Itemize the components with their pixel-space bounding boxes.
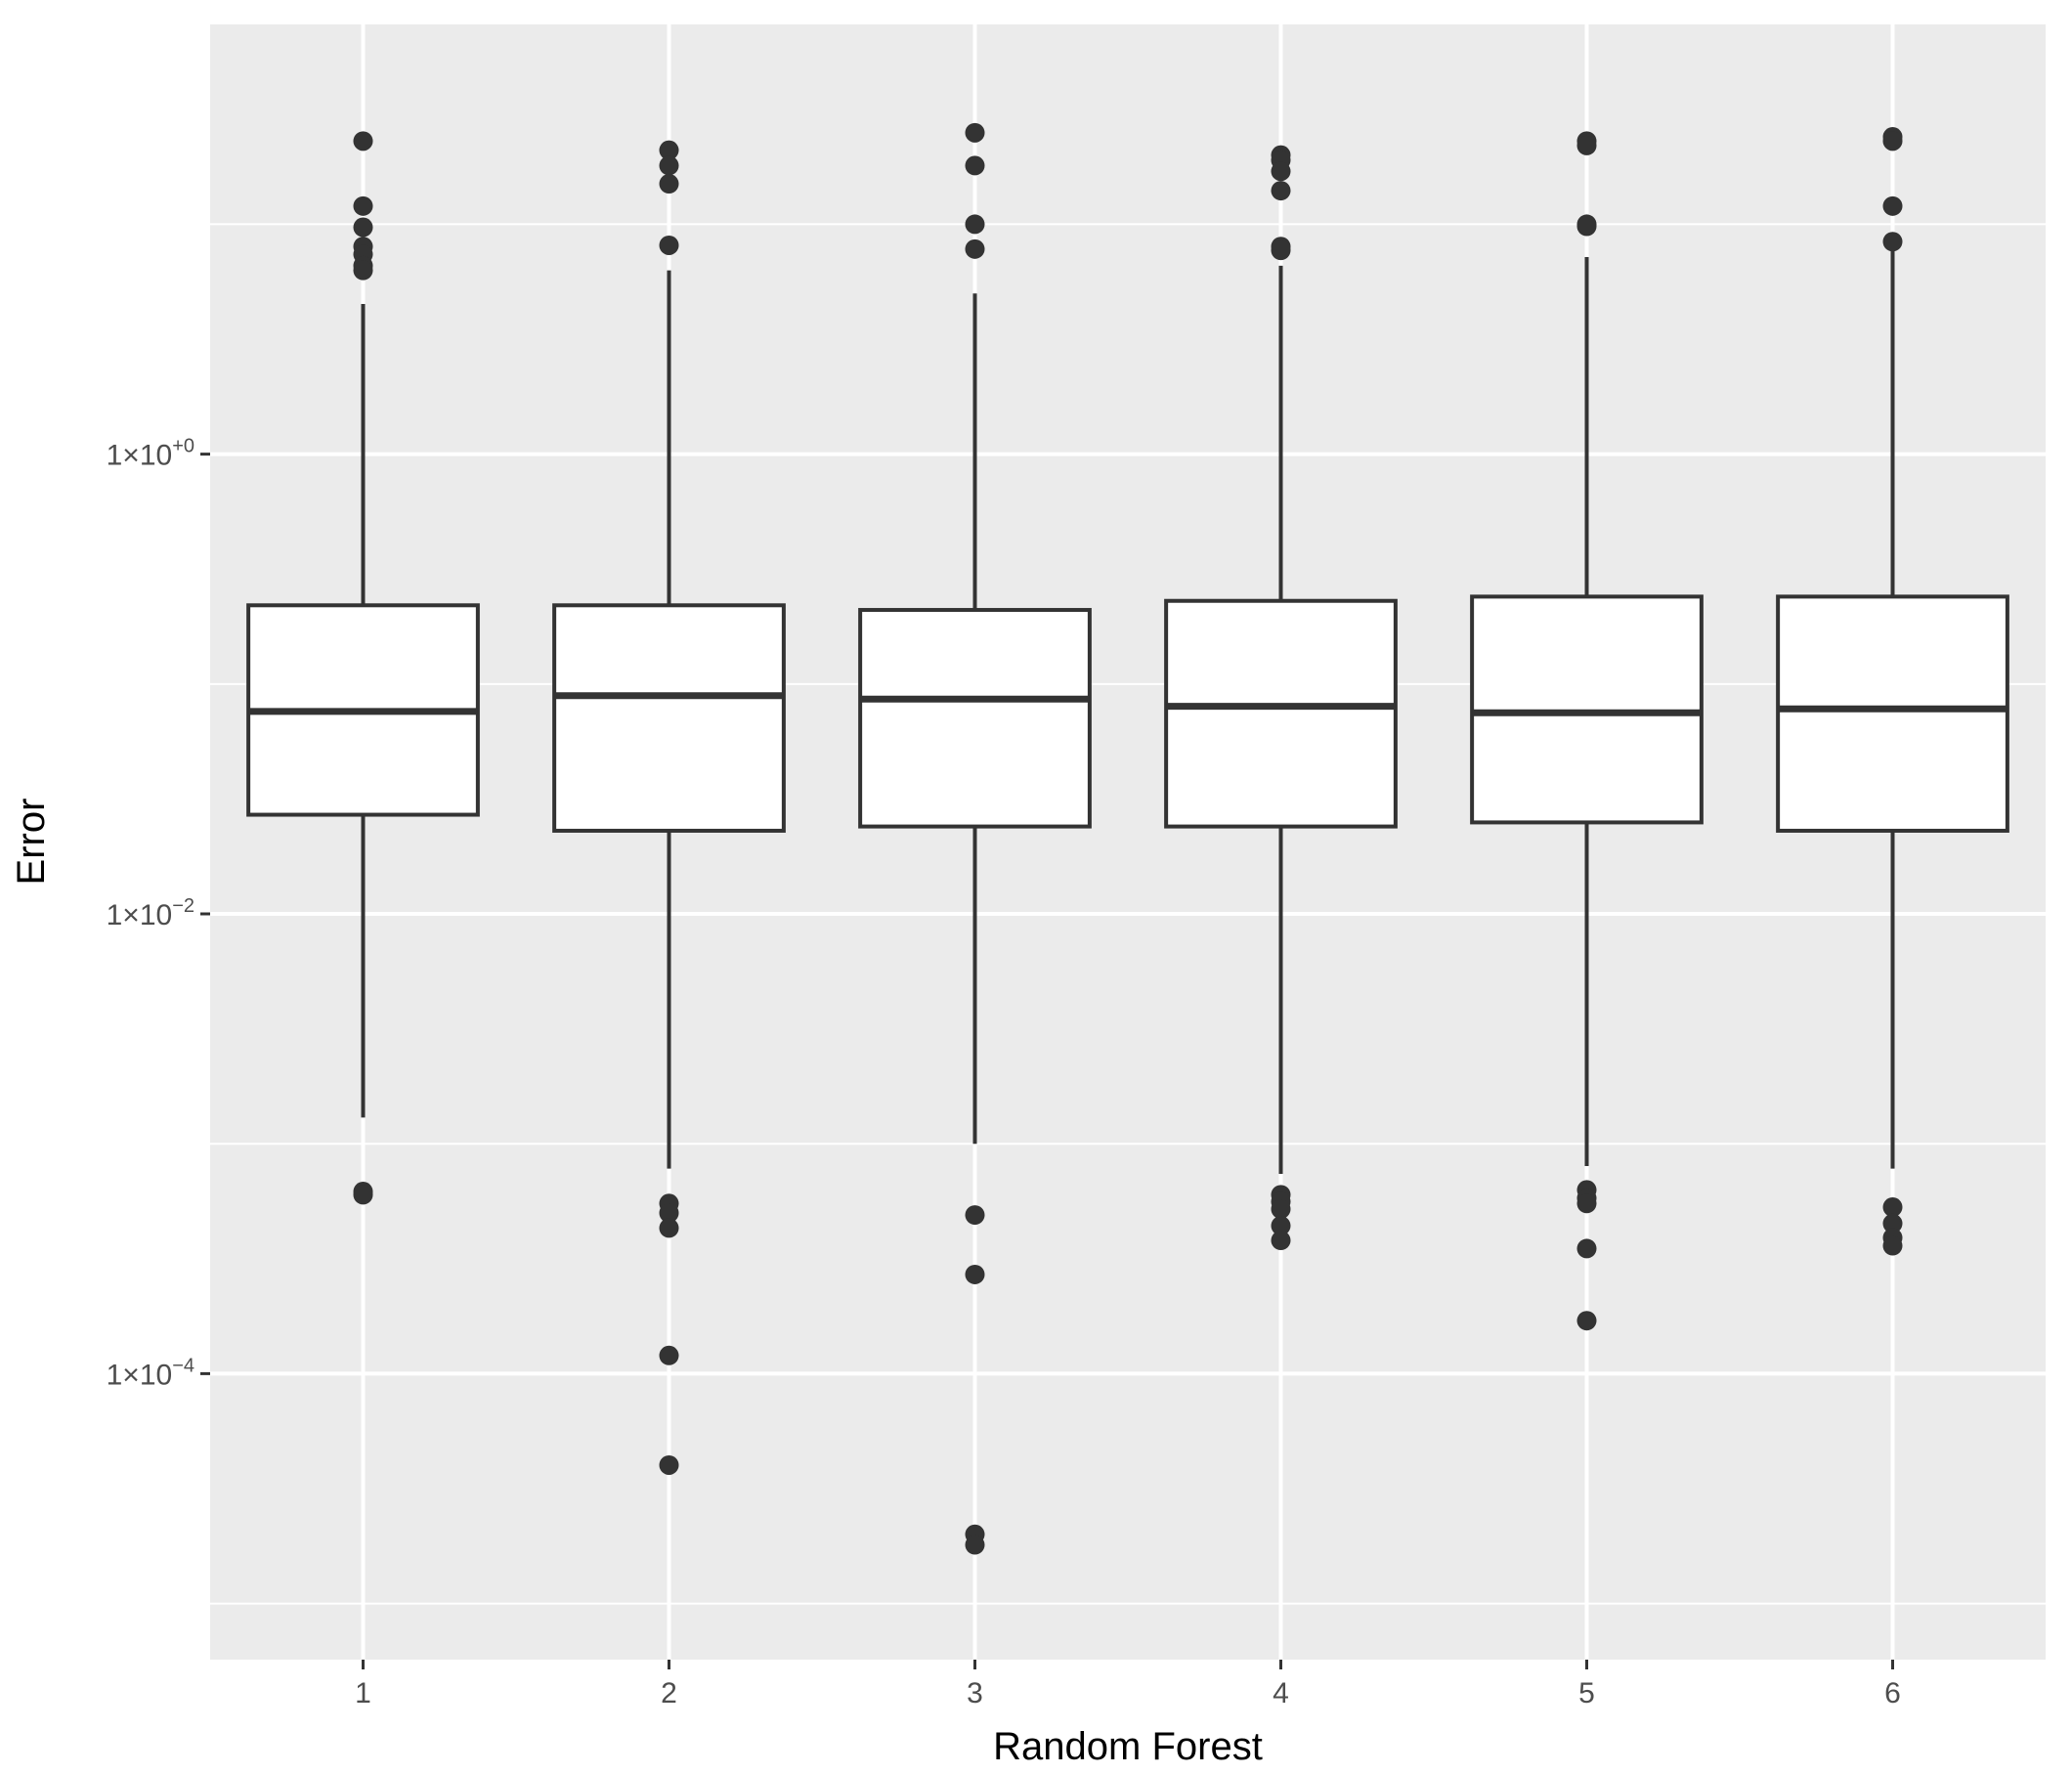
outlier-point	[1271, 1198, 1291, 1219]
plot-panel	[210, 24, 2046, 1660]
outlier-point	[659, 1203, 679, 1224]
box-iqr	[1776, 594, 2009, 833]
x-tick-label: 5	[1578, 1677, 1595, 1709]
box-group-4	[1164, 145, 1398, 1251]
outlier-point	[965, 122, 985, 143]
outlier-point	[965, 1535, 985, 1555]
x-tick-label: 1	[355, 1677, 371, 1709]
outlier-point	[1882, 1197, 1903, 1218]
outlier-point	[659, 1218, 679, 1238]
box-group-3	[858, 122, 1092, 1555]
outlier-point	[1271, 1231, 1291, 1251]
outlier-point	[1882, 131, 1903, 151]
outlier-point	[1882, 1235, 1903, 1256]
outlier-point	[353, 195, 373, 216]
outlier-point	[1271, 1216, 1291, 1236]
outlier-point	[1271, 240, 1291, 261]
outlier-point	[965, 238, 985, 259]
box-group-2	[552, 140, 786, 1475]
box-iqr	[552, 603, 786, 833]
outlier-point	[659, 235, 679, 255]
outlier-point	[659, 1454, 679, 1475]
outlier-point	[659, 140, 679, 160]
minor-grid	[210, 223, 2046, 1605]
outlier-point	[1271, 161, 1291, 182]
outlier-point	[353, 1185, 373, 1205]
x-axis: 1 2 3 4 5 6	[355, 1660, 1901, 1709]
outlier-point	[1576, 1193, 1597, 1214]
outlier-point	[353, 131, 373, 151]
boxes-layer	[246, 122, 2009, 1555]
outlier-point	[1576, 1238, 1597, 1259]
box-group-1	[246, 131, 480, 1205]
x-tick-label: 2	[661, 1677, 677, 1709]
outlier-point	[965, 1205, 985, 1226]
outlier-point	[1882, 195, 1903, 216]
outlier-point	[1576, 216, 1597, 237]
y-tick-label: 1×10−2	[107, 895, 194, 931]
outlier-point	[1882, 232, 1903, 252]
outlier-point	[965, 1264, 985, 1284]
box-iqr	[1164, 598, 1398, 829]
outlier-point	[659, 155, 679, 176]
outlier-point	[1576, 135, 1597, 155]
box-iqr	[858, 608, 1092, 829]
y-axis: 1×10+0 1×10−2 1×10−4	[107, 436, 210, 1391]
box-group-6	[1776, 127, 2009, 1256]
x-axis-title: Random Forest	[993, 1725, 1263, 1768]
y-tick-label: 1×10+0	[107, 436, 194, 472]
outlier-point	[659, 174, 679, 195]
outlier-point	[353, 260, 373, 281]
outlier-point	[965, 155, 985, 176]
outlier-point	[353, 217, 373, 238]
outlier-point	[1882, 1213, 1903, 1233]
x-tick-label: 6	[1884, 1677, 1901, 1709]
outlier-point	[659, 1345, 679, 1365]
outlier-point	[1576, 1311, 1597, 1331]
outlier-point	[1271, 181, 1291, 201]
x-tick-label: 3	[967, 1677, 983, 1709]
box-group-5	[1470, 131, 1704, 1331]
x-tick-label: 4	[1273, 1677, 1289, 1709]
outlier-point	[965, 214, 985, 235]
y-tick-label: 1×10−4	[107, 1355, 194, 1391]
y-axis-title: Error	[10, 799, 53, 886]
